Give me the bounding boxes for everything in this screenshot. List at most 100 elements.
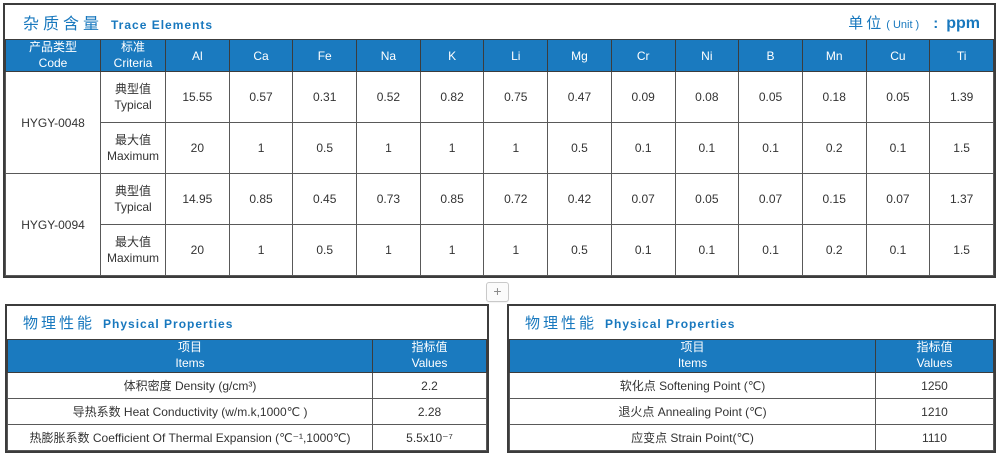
col-header-element: Ti <box>929 38 994 73</box>
value-cell: 0.2 <box>801 224 867 277</box>
criteria-en: Maximum <box>106 149 159 164</box>
value-cell: 0.85 <box>228 173 294 226</box>
criteria-zh: 最大值 <box>114 133 151 147</box>
property-item: 热膨胀系数 Coefficient Of Thermal Expansion (… <box>7 424 373 451</box>
expand-button[interactable]: + <box>486 282 509 302</box>
value-cell: 0.5 <box>547 224 612 277</box>
physical-properties-title: 物理性能 Physical Properties <box>23 312 233 333</box>
physical-properties-table-left: 项目 Items 指标值 Values 体积密度 Density (g/cm³) <box>7 339 487 451</box>
value-cell: 0.47 <box>547 71 612 124</box>
value-cell: 14.95 <box>165 173 230 226</box>
value-cell: 1 <box>483 224 549 277</box>
unit-colon: : <box>933 14 939 32</box>
value-cell: 1 <box>419 122 485 175</box>
criteria-zh: 最大值 <box>114 235 151 249</box>
value-cell: 1 <box>228 224 294 277</box>
col-header-code-zh: 产品类型 <box>28 40 77 54</box>
value-cell: 1.39 <box>929 71 994 124</box>
value-cell: 0.15 <box>801 173 867 226</box>
value-cell: 0.1 <box>674 122 740 175</box>
col-header-values-en: Values <box>916 356 953 370</box>
criteria-en: Maximum <box>106 251 159 266</box>
value-cell: 0.5 <box>292 224 358 277</box>
value-cell: 0.18 <box>801 71 867 124</box>
property-item: 退火点 Annealing Point (℃) <box>509 398 876 425</box>
table-row: 导热系数 Heat Conductivity (w/m.k,1000℃ ) 2.… <box>7 398 487 425</box>
value-cell: 0.82 <box>419 71 485 124</box>
value-cell: 1.5 <box>929 224 994 277</box>
col-header-element: Fe <box>292 38 358 73</box>
value-cell: 0.52 <box>356 71 421 124</box>
physical-properties-title-bar: 物理性能 Physical Properties <box>509 306 994 339</box>
value-cell: 15.55 <box>165 71 230 124</box>
col-header-criteria-zh: 标准 <box>120 40 145 54</box>
col-header-element: Na <box>356 38 421 73</box>
criteria-cell: 典型值 Typical <box>100 173 166 226</box>
phys-title-zh: 物理性能 <box>525 315 598 332</box>
value-cell: 1 <box>483 122 549 175</box>
value-cell: 0.05 <box>738 71 803 124</box>
trace-elements-table: 产品类型 Code 标准 Criteria Al Ca Fe Na K <box>5 38 994 277</box>
col-header-items: 项目 Items <box>509 339 876 373</box>
criteria-cell: 最大值 Maximum <box>100 122 166 175</box>
col-header-code-en: Code <box>38 55 68 70</box>
physical-properties-left-section: 物理性能 Physical Properties 项目 Items 指标值 <box>5 304 489 453</box>
property-value: 2.2 <box>372 372 487 399</box>
col-header-values-zh: 指标值 <box>916 340 953 355</box>
value-cell: 1.37 <box>929 173 994 226</box>
criteria-en: Typical <box>114 98 152 113</box>
value-cell: 1 <box>228 122 294 175</box>
property-item: 导热系数 Heat Conductivity (w/m.k,1000℃ ) <box>7 398 373 425</box>
product-code-cell: HYGY-0094 <box>5 173 101 277</box>
value-cell: 1 <box>419 224 485 277</box>
value-cell: 0.31 <box>292 71 358 124</box>
table-row: 热膨胀系数 Coefficient Of Thermal Expansion (… <box>7 424 487 451</box>
trace-title-zh: 杂质含量 <box>23 16 104 33</box>
phys-title-en: Physical Properties <box>103 317 234 331</box>
value-cell: 0.09 <box>610 71 676 124</box>
trace-elements-section: 杂质含量 Trace Elements 单位 ( Unit ) : ppm 产品… <box>3 3 996 279</box>
unit-en: ( Unit ) <box>886 18 920 31</box>
value-cell: 0.1 <box>865 122 931 175</box>
trace-elements-title-bar: 杂质含量 Trace Elements 单位 ( Unit ) : ppm <box>5 5 994 39</box>
value-cell: 0.5 <box>292 122 358 175</box>
col-header-element: Mn <box>801 38 867 73</box>
value-cell: 0.05 <box>674 173 740 226</box>
value-cell: 0.1 <box>674 224 740 277</box>
criteria-zh: 典型值 <box>114 184 151 198</box>
col-header-element: Ni <box>674 38 740 73</box>
criteria-en: Typical <box>114 200 152 215</box>
value-cell: 1 <box>356 224 421 277</box>
table-row: 退火点 Annealing Point (℃) 1210 <box>509 398 994 425</box>
unit-label: 单位 ( Unit ) : ppm <box>848 12 980 33</box>
col-header-items-en: Items <box>175 356 205 370</box>
value-cell: 0.1 <box>738 122 803 175</box>
col-header-criteria-en: Criteria <box>113 55 153 70</box>
criteria-cell: 最大值 Maximum <box>100 224 166 277</box>
table-row: 软化点 Softening Point (℃) 1250 <box>509 372 994 399</box>
property-value: 1110 <box>875 424 994 451</box>
col-header-criteria: 标准 Criteria <box>100 38 166 73</box>
value-cell: 0.5 <box>547 122 612 175</box>
physical-properties-table-right: 项目 Items 指标值 Values 软化点 Softening Point … <box>509 339 994 451</box>
physical-properties-right-section: 物理性能 Physical Properties 项目 Items 指标值 <box>507 304 996 453</box>
value-cell: 20 <box>165 122 230 175</box>
col-header-values-zh: 指标值 <box>411 340 448 355</box>
col-header-values-en: Values <box>411 356 448 370</box>
criteria-cell: 典型值 Typical <box>100 71 166 124</box>
property-item: 体积密度 Density (g/cm³) <box>7 372 373 399</box>
value-cell: 0.2 <box>801 122 867 175</box>
unit-value: ppm <box>946 14 980 32</box>
value-cell: 0.1 <box>738 224 803 277</box>
table-row: 最大值 Maximum 20 1 0.5 1 1 1 0.5 0.1 0.1 0… <box>6 224 994 277</box>
col-header-code: 产品类型 Code <box>5 38 101 73</box>
phys-title-en: Physical Properties <box>605 317 736 331</box>
value-cell: 0.1 <box>865 224 931 277</box>
value-cell: 0.85 <box>419 173 485 226</box>
property-value: 1210 <box>875 398 994 425</box>
col-header-items-zh: 项目 <box>680 340 705 355</box>
value-cell: 0.57 <box>228 71 294 124</box>
table-row: 体积密度 Density (g/cm³) 2.2 <box>7 372 487 399</box>
value-cell: 0.05 <box>865 71 931 124</box>
value-cell: 0.1 <box>610 224 676 277</box>
